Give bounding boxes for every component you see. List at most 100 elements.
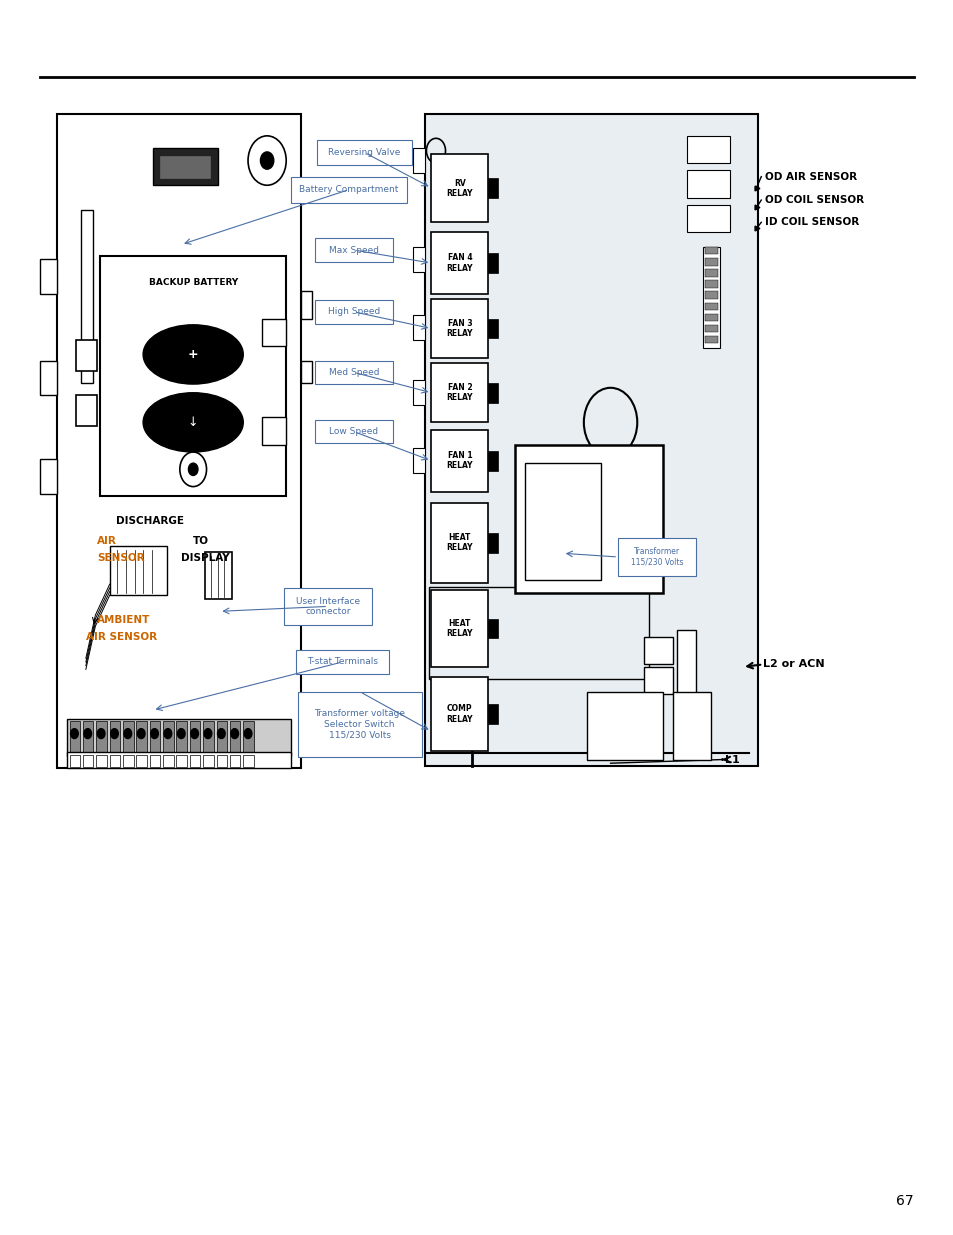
Circle shape — [84, 729, 91, 739]
FancyBboxPatch shape — [316, 140, 412, 165]
Bar — [488, 534, 497, 553]
Bar — [672, 692, 710, 760]
Bar — [70, 721, 80, 753]
Text: FAN 2
RELAY: FAN 2 RELAY — [446, 383, 473, 403]
Text: DISCHARGE: DISCHARGE — [116, 516, 184, 526]
Bar — [431, 503, 488, 583]
Text: Transformer voltage
Selector Switch
115/230 Volts: Transformer voltage Selector Switch 115/… — [314, 709, 405, 740]
Bar — [163, 755, 173, 767]
Bar — [677, 630, 696, 704]
Circle shape — [260, 152, 274, 169]
Text: COMP
RELAY: COMP RELAY — [446, 704, 473, 724]
Bar — [686, 205, 729, 232]
Bar — [150, 721, 160, 753]
Text: Max Speed: Max Speed — [329, 246, 378, 254]
Bar — [431, 299, 488, 358]
Text: SENSOR: SENSOR — [97, 553, 145, 563]
Bar — [704, 280, 718, 288]
Bar — [216, 721, 227, 753]
FancyBboxPatch shape — [314, 238, 393, 262]
Bar — [643, 667, 672, 694]
Text: Transformer
115/230 Volts: Transformer 115/230 Volts — [630, 547, 683, 567]
Bar — [76, 395, 97, 426]
Bar — [686, 136, 729, 163]
Bar — [413, 247, 424, 272]
Text: AMBIENT: AMBIENT — [97, 615, 151, 625]
Bar — [57, 114, 300, 768]
Bar — [431, 677, 488, 751]
Bar — [431, 590, 488, 667]
Bar — [40, 361, 57, 395]
FancyBboxPatch shape — [618, 538, 696, 576]
Circle shape — [191, 729, 198, 739]
Text: BACKUP BATTERY: BACKUP BATTERY — [149, 278, 237, 288]
Bar — [176, 721, 187, 753]
FancyBboxPatch shape — [291, 177, 407, 203]
Bar — [243, 721, 253, 753]
Bar — [488, 704, 497, 724]
Text: Med Speed: Med Speed — [329, 368, 378, 377]
Text: ↓: ↓ — [188, 416, 198, 429]
Bar — [81, 210, 92, 383]
Bar — [300, 361, 312, 383]
Bar — [643, 637, 672, 664]
Bar — [488, 383, 497, 403]
Bar — [136, 721, 147, 753]
Bar — [488, 451, 497, 471]
Bar — [100, 256, 286, 496]
Circle shape — [164, 729, 172, 739]
Bar — [262, 417, 286, 445]
Text: FAN 4
RELAY: FAN 4 RELAY — [446, 253, 473, 273]
Bar — [230, 721, 240, 753]
Bar — [431, 363, 488, 422]
Circle shape — [177, 729, 185, 739]
Bar — [704, 314, 718, 321]
FancyBboxPatch shape — [314, 300, 393, 324]
FancyBboxPatch shape — [297, 692, 421, 757]
Bar — [123, 755, 133, 767]
Bar — [704, 269, 718, 277]
Text: High Speed: High Speed — [328, 308, 379, 316]
Bar — [704, 291, 718, 299]
Bar — [96, 755, 107, 767]
Bar — [110, 546, 167, 595]
Bar — [424, 114, 758, 766]
Bar — [203, 721, 213, 753]
Text: L2 or ACN: L2 or ACN — [762, 659, 824, 669]
Bar — [686, 170, 729, 198]
Bar — [163, 721, 173, 753]
Circle shape — [124, 729, 132, 739]
Bar — [429, 587, 648, 679]
Bar — [136, 755, 147, 767]
Bar — [431, 154, 488, 222]
Bar — [216, 755, 227, 767]
Bar — [205, 552, 232, 599]
Bar — [67, 752, 291, 768]
Bar — [704, 303, 718, 310]
Bar — [76, 340, 97, 370]
Text: OD AIR SENSOR: OD AIR SENSOR — [764, 172, 857, 182]
Bar — [300, 291, 312, 319]
Bar — [40, 259, 57, 294]
Bar — [413, 315, 424, 340]
Ellipse shape — [143, 393, 243, 452]
Text: Low Speed: Low Speed — [329, 427, 378, 436]
Text: HEAT
RELAY: HEAT RELAY — [446, 534, 473, 552]
Bar — [243, 755, 253, 767]
FancyBboxPatch shape — [314, 420, 393, 443]
FancyBboxPatch shape — [284, 588, 372, 625]
Bar — [586, 692, 662, 760]
Bar — [524, 463, 600, 580]
Bar — [176, 755, 187, 767]
Bar — [413, 148, 424, 173]
Bar — [190, 721, 200, 753]
Bar — [110, 755, 120, 767]
Text: TO: TO — [193, 536, 209, 546]
Text: HEAT
RELAY: HEAT RELAY — [446, 619, 473, 638]
Text: FAN 1
RELAY: FAN 1 RELAY — [446, 451, 473, 471]
Text: +: + — [188, 348, 198, 361]
Text: DISPLAY: DISPLAY — [181, 553, 230, 563]
Text: ID COIL SENSOR: ID COIL SENSOR — [764, 217, 859, 227]
Circle shape — [71, 729, 78, 739]
Bar — [123, 721, 133, 753]
